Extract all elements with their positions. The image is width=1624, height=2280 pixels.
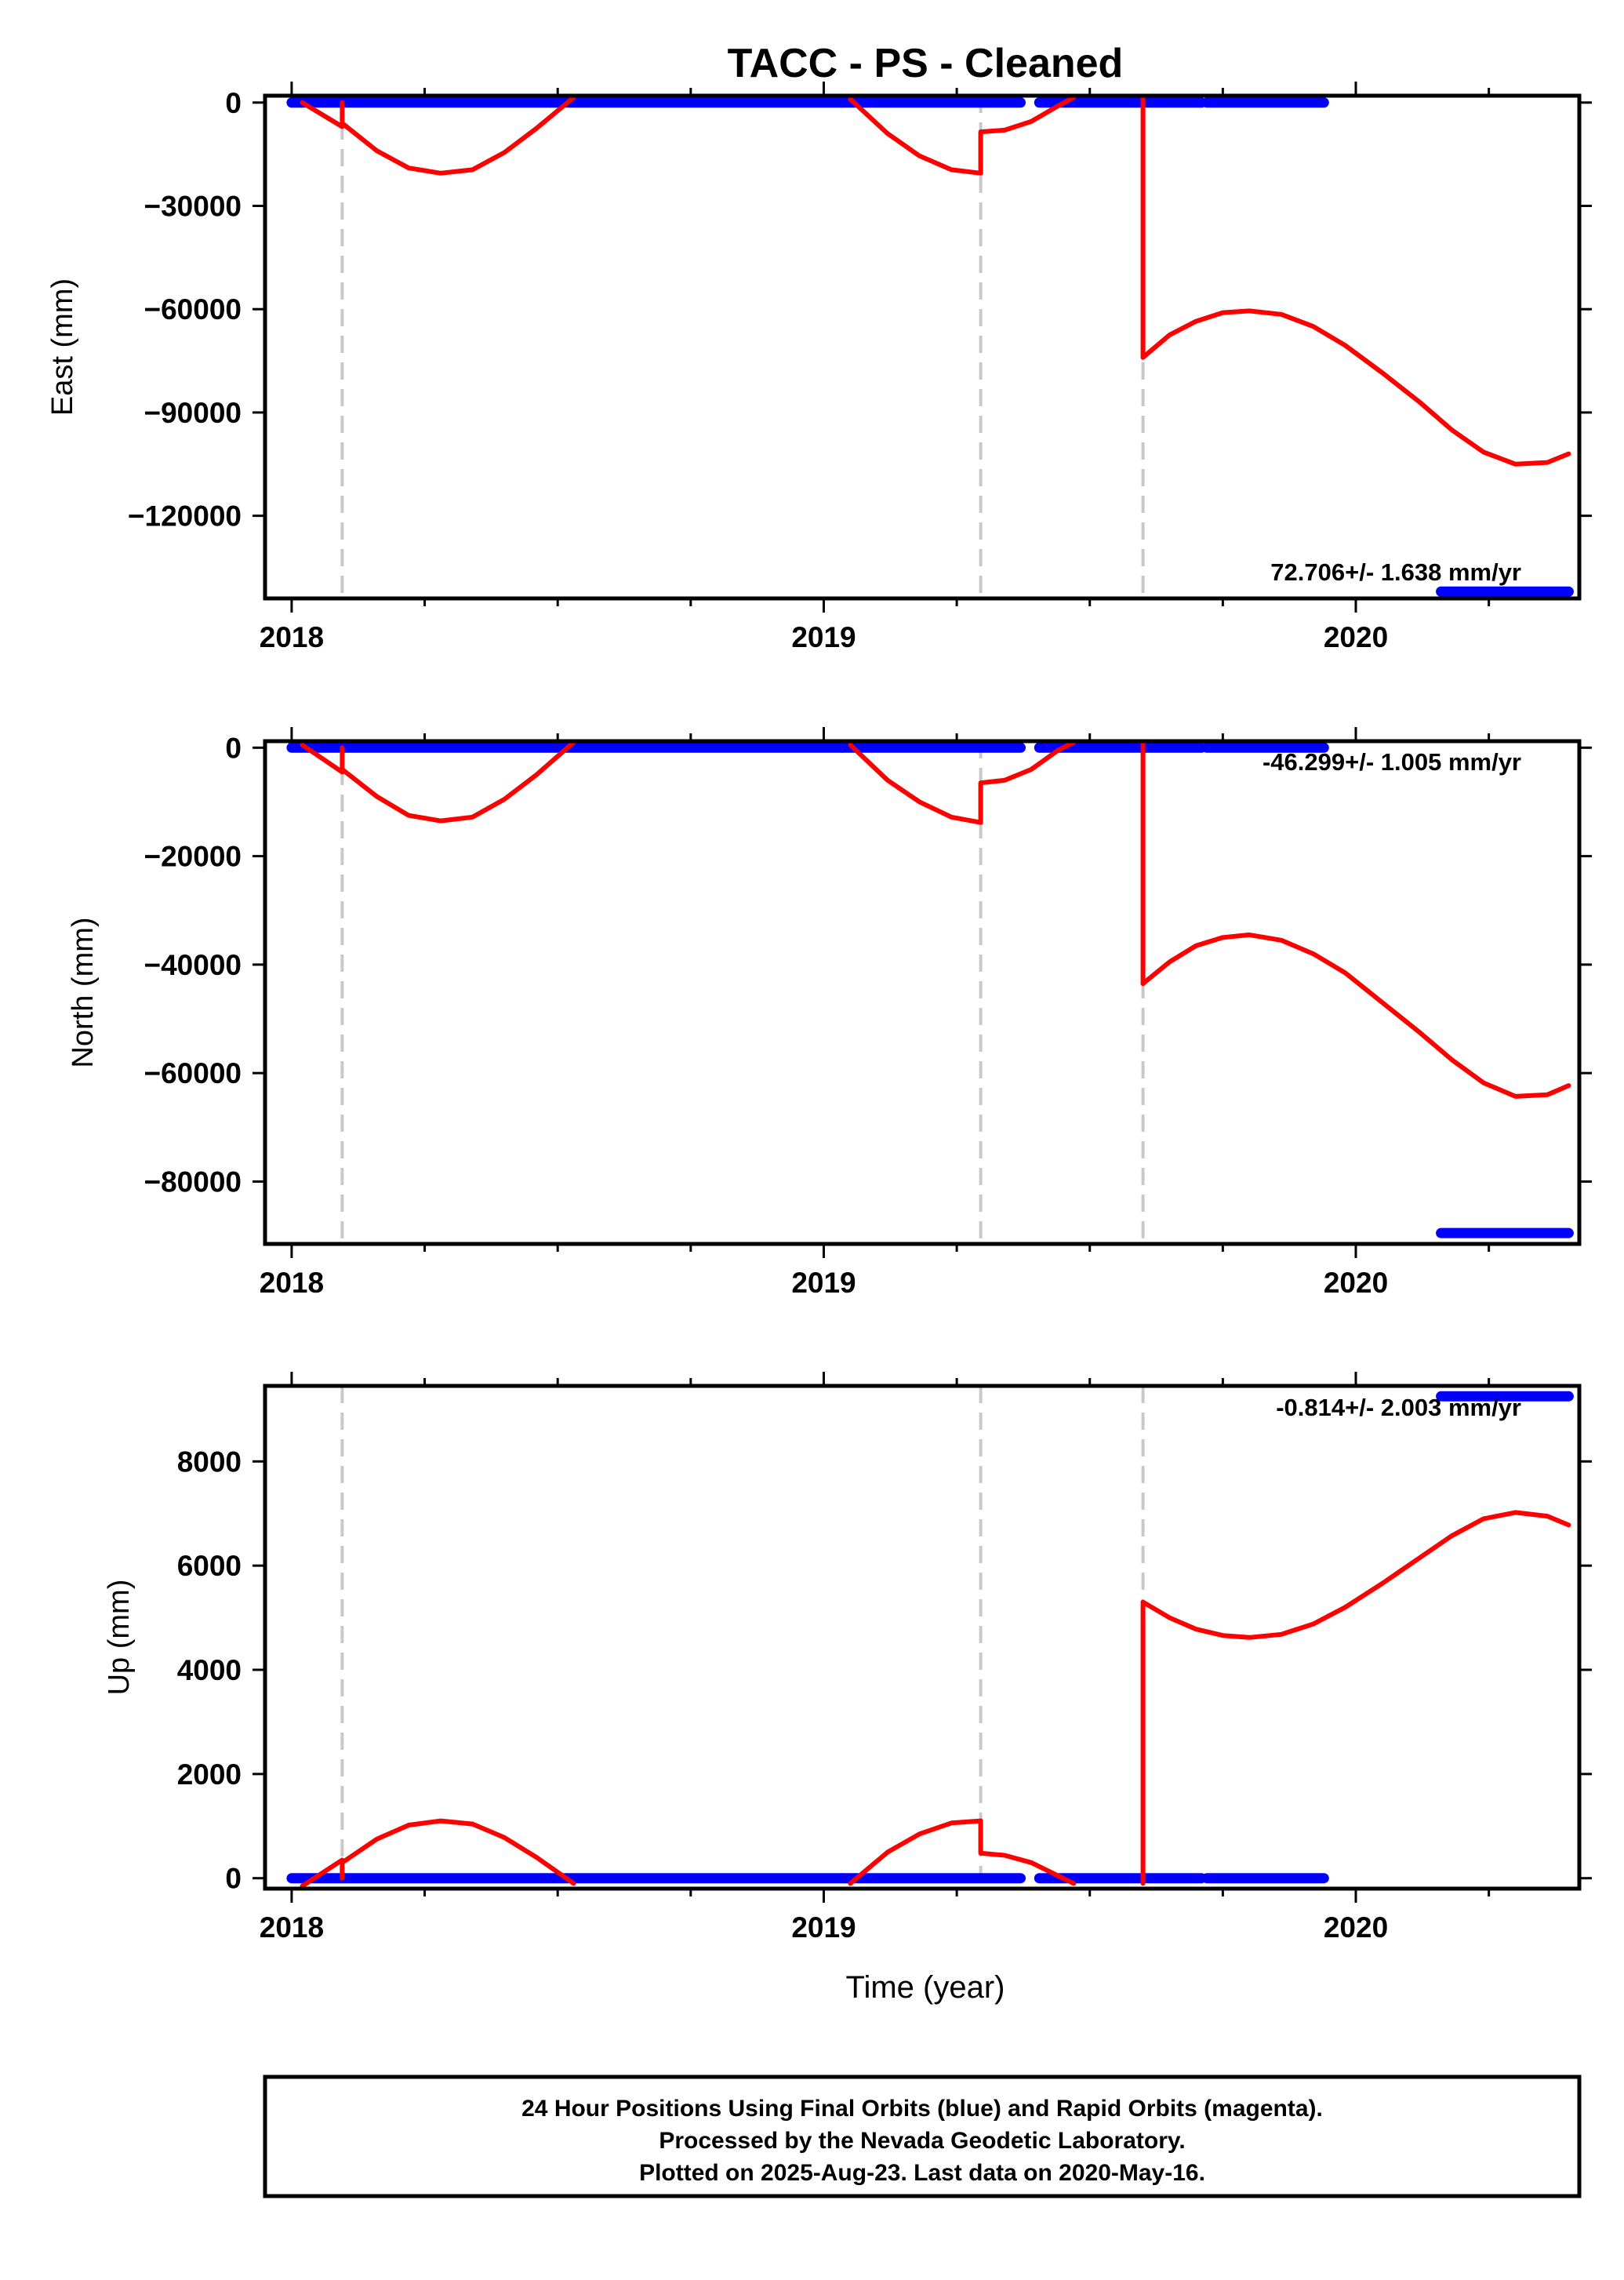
y-tick-label: −40000 <box>144 949 242 981</box>
plot-area <box>286 96 1574 597</box>
model-fit-line <box>1140 932 1571 1099</box>
x-tick-label: 2020 <box>1324 1911 1388 1944</box>
x-axis-title: Time (year) <box>846 1970 1005 2005</box>
x-tick-label: 2020 <box>1324 621 1388 653</box>
rate-label: 72.706+/- 1.638 mm/yr <box>1270 558 1521 586</box>
model-fit-line <box>300 100 345 129</box>
y-tick-label: −60000 <box>144 293 242 325</box>
footer-box: 24 Hour Positions Using Final Orbits (bl… <box>263 2075 1582 2198</box>
x-tick-label: 2018 <box>260 1267 324 1299</box>
y-axis-label: East (mm) <box>46 278 79 416</box>
y-tick-label: −60000 <box>144 1057 242 1089</box>
y-tick-label: 0 <box>225 1863 242 1895</box>
panel-north: 0 −20000 −40000 −60000 −80000 2018 2019 2020 Nor… <box>67 727 1592 1299</box>
model-fit-line <box>848 1818 983 1886</box>
plot-area <box>286 1391 1574 1889</box>
rate-label: -0.814+/- 2.003 mm/yr <box>1276 1394 1521 1421</box>
y-tick-label: 6000 <box>177 1550 242 1582</box>
x-tick-label: 2018 <box>260 621 324 653</box>
panel-frame <box>263 739 1582 1246</box>
model-fit-line <box>848 96 983 176</box>
panel-up: 0 2000 4000 6000 8000 2018 2019 2020 Up (mm) -0.8… <box>103 1372 1592 1944</box>
panel-frame <box>263 1384 1582 1891</box>
footer-line-1: 24 Hour Positions Using Final Orbits (bl… <box>521 2096 1323 2122</box>
y-tick-label: −90000 <box>144 397 242 429</box>
y-tick-label: 0 <box>225 87 242 119</box>
y-tick-label: −80000 <box>144 1165 242 1198</box>
model-fit-line <box>978 96 1077 176</box>
model-fit-line <box>1140 308 1571 467</box>
model-fit-line <box>978 741 1077 825</box>
y-tick-label: −120000 <box>128 500 242 533</box>
chart-title: TACC - PS - Cleaned <box>728 41 1124 86</box>
x-tick-label: 2020 <box>1324 1267 1388 1299</box>
y-axis-label: Up (mm) <box>103 1580 136 1696</box>
model-fit-line <box>978 1818 1077 1886</box>
panels: 0 −30000 −60000 −90000 −120000 2018 2019 2020 Ea… <box>46 82 1592 1944</box>
x-tick-label: 2019 <box>791 1267 856 1299</box>
y-tick-label: 8000 <box>177 1445 242 1478</box>
y-tick-label: 2000 <box>177 1758 242 1791</box>
y-tick-label: −20000 <box>144 841 242 873</box>
plot-area <box>286 741 1574 1238</box>
x-tick-label: 2018 <box>260 1911 324 1944</box>
x-tick-label: 2019 <box>791 621 856 653</box>
panel-frame <box>263 93 1582 601</box>
y-tick-label: −30000 <box>144 190 242 222</box>
footer-line-2: Processed by the Nevada Geodetic Laborat… <box>659 2128 1185 2154</box>
rate-label: -46.299+/- 1.005 mm/yr <box>1263 748 1521 776</box>
y-tick-label: 4000 <box>177 1654 242 1686</box>
y-axis-label: North (mm) <box>67 917 100 1067</box>
model-fit-line <box>340 96 576 176</box>
model-fit-line <box>340 741 576 824</box>
panel-east: 0 −30000 −60000 −90000 −120000 2018 2019 2020 Ea… <box>46 82 1592 653</box>
x-tick-label: 2019 <box>791 1911 856 1944</box>
model-fit-line <box>1140 1510 1571 1640</box>
y-tick-label: 0 <box>225 732 242 764</box>
model-fit-line <box>340 1818 576 1886</box>
model-fit-line <box>848 742 983 825</box>
footer-line-3: Plotted on 2025-Aug-23. Last data on 202… <box>639 2160 1205 2186</box>
footer-frame <box>263 2075 1582 2198</box>
